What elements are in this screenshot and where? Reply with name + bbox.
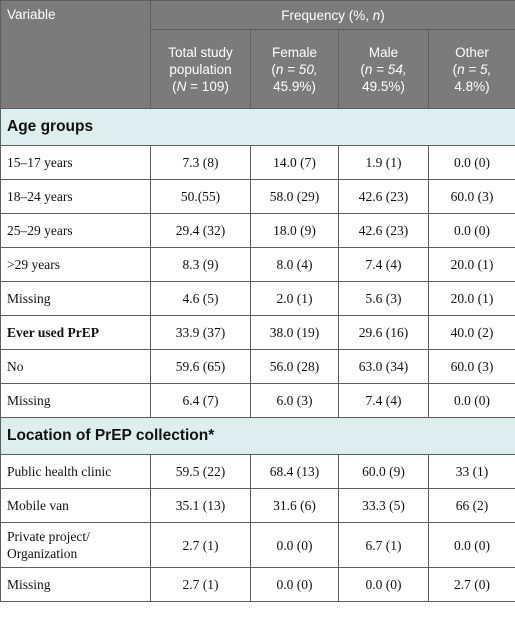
cell-other: 0.0 (0)	[428, 383, 515, 418]
cell-total: 35.1 (13)	[150, 488, 251, 523]
variable-header: Variable	[0, 0, 151, 109]
cell-female: 8.0 (4)	[250, 247, 339, 282]
row-label: No	[0, 349, 151, 384]
frequency-header: Frequency (%, n)	[150, 0, 515, 30]
section-title: Age groups	[0, 108, 515, 146]
section-row: Age groups	[0, 108, 515, 146]
frequency-table: Variable Frequency (%, n) Total study po…	[0, 0, 515, 602]
cell-female: 14.0 (7)	[250, 145, 339, 180]
cell-male: 6.7 (1)	[338, 522, 429, 568]
table-row: No 59.6 (65) 56.0 (28) 63.0 (34) 60.0 (3)	[0, 349, 515, 384]
table-row: Missing 4.6 (5) 2.0 (1) 5.6 (3) 20.0 (1)	[0, 281, 515, 316]
section-title: Location of PrEP collection*	[0, 417, 515, 455]
table-row: Missing 2.7 (1) 0.0 (0) 0.0 (0) 2.7 (0)	[0, 567, 515, 602]
table-row: 25–29 years 29.4 (32) 18.0 (9) 42.6 (23) 0.0…	[0, 213, 515, 248]
row-label: >29 years	[0, 247, 151, 282]
cell-other: 20.0 (1)	[428, 247, 515, 282]
cell-female: 0.0 (0)	[250, 567, 339, 602]
table-row: 15–17 years 7.3 (8) 14.0 (7) 1.9 (1) 0.0 (0)	[0, 145, 515, 180]
row-label: Missing	[0, 383, 151, 418]
cell-other: 20.0 (1)	[428, 281, 515, 316]
cell-male: 5.6 (3)	[338, 281, 429, 316]
cell-other: 0.0 (0)	[428, 522, 515, 568]
cell-total: 2.7 (1)	[150, 567, 251, 602]
row-label: Missing	[0, 281, 151, 316]
table-row: Mobile van 35.1 (13) 31.6 (6) 33.3 (5) 66 (2…	[0, 488, 515, 523]
cell-female: 68.4 (13)	[250, 454, 339, 489]
cell-total: 50.(55)	[150, 179, 251, 214]
cell-other: 33 (1)	[428, 454, 515, 489]
cell-other: 60.0 (3)	[428, 349, 515, 384]
cell-female: 6.0 (3)	[250, 383, 339, 418]
total-population-header: Total study population (N = 109)	[150, 29, 251, 109]
row-label: Ever used PrEP	[0, 315, 151, 350]
cell-total: 8.3 (9)	[150, 247, 251, 282]
cell-total: 33.9 (37)	[150, 315, 251, 350]
cell-other: 60.0 (3)	[428, 179, 515, 214]
cell-male: 42.6 (23)	[338, 179, 429, 214]
cell-other: 0.0 (0)	[428, 213, 515, 248]
table-row: Ever used PrEP 33.9 (37) 38.0 (19) 29.6 (16…	[0, 315, 515, 350]
row-label: Private project/Organization	[0, 522, 151, 568]
cell-female: 0.0 (0)	[250, 522, 339, 568]
cell-female: 2.0 (1)	[250, 281, 339, 316]
cell-male: 29.6 (16)	[338, 315, 429, 350]
section-row: Location of PrEP collection*	[0, 417, 515, 455]
cell-total: 59.6 (65)	[150, 349, 251, 384]
cell-total: 2.7 (1)	[150, 522, 251, 568]
row-label: Mobile van	[0, 488, 151, 523]
cell-other: 0.0 (0)	[428, 145, 515, 180]
cell-total: 7.3 (8)	[150, 145, 251, 180]
row-label: 15–17 years	[0, 145, 151, 180]
table-row: Missing 6.4 (7) 6.0 (3) 7.4 (4) 0.0 (0)	[0, 383, 515, 418]
table-body: Age groups 15–17 years 7.3 (8) 14.0 (7) 1.9 …	[0, 108, 515, 602]
cell-female: 56.0 (28)	[250, 349, 339, 384]
cell-female: 31.6 (6)	[250, 488, 339, 523]
cell-other: 2.7 (0)	[428, 567, 515, 602]
cell-total: 29.4 (32)	[150, 213, 251, 248]
table-row: Public health clinic 59.5 (22) 68.4 (13) 60…	[0, 454, 515, 489]
male-header: Male (n = 54, 49.5%)	[338, 29, 429, 109]
cell-male: 63.0 (34)	[338, 349, 429, 384]
other-header: Other (n = 5, 4.8%)	[428, 29, 515, 109]
row-label: 18–24 years	[0, 179, 151, 214]
cell-total: 6.4 (7)	[150, 383, 251, 418]
female-header: Female (n = 50, 45.9%)	[250, 29, 339, 109]
row-label: Public health clinic	[0, 454, 151, 489]
cell-total: 4.6 (5)	[150, 281, 251, 316]
cell-female: 58.0 (29)	[250, 179, 339, 214]
cell-male: 7.4 (4)	[338, 247, 429, 282]
cell-female: 38.0 (19)	[250, 315, 339, 350]
cell-male: 1.9 (1)	[338, 145, 429, 180]
cell-male: 33.3 (5)	[338, 488, 429, 523]
cell-total: 59.5 (22)	[150, 454, 251, 489]
row-label: 25–29 years	[0, 213, 151, 248]
cell-other: 66 (2)	[428, 488, 515, 523]
cell-male: 7.4 (4)	[338, 383, 429, 418]
cell-male: 42.6 (23)	[338, 213, 429, 248]
table-row: >29 years 8.3 (9) 8.0 (4) 7.4 (4) 20.0 (1)	[0, 247, 515, 282]
cell-other: 40.0 (2)	[428, 315, 515, 350]
cell-male: 0.0 (0)	[338, 567, 429, 602]
cell-female: 18.0 (9)	[250, 213, 339, 248]
table-row: Private project/Organization 2.7 (1) 0.0 (…	[0, 522, 515, 568]
table-row: 18–24 years 50.(55) 58.0 (29) 42.6 (23) 60.0…	[0, 179, 515, 214]
cell-male: 60.0 (9)	[338, 454, 429, 489]
row-label: Missing	[0, 567, 151, 602]
